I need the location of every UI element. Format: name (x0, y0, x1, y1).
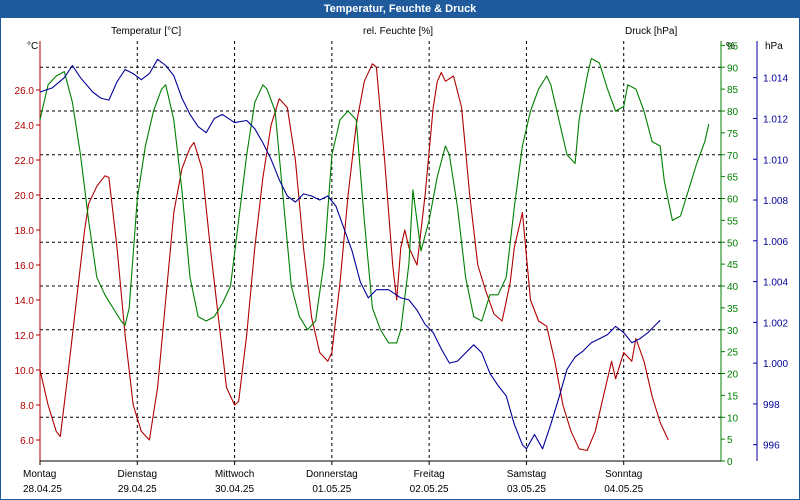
pressure-tick-label: 1.010 (763, 155, 788, 166)
series-line-humidity (39, 57, 710, 344)
humidity-tick-label: 95 (727, 41, 739, 52)
humidity-tick-label: 50 (727, 238, 739, 249)
humidity-tick-label: 40 (727, 282, 739, 293)
temperature-tick-label: 26.0 (15, 86, 35, 97)
temperature-tick-label: 20.0 (15, 191, 35, 202)
pressure-tick-label: 1.000 (763, 359, 788, 370)
temperature-tick-label: 12.0 (15, 331, 35, 342)
humidity-tick-label: 70 (727, 151, 739, 162)
pressure-axis-unit: hPa (765, 41, 783, 52)
legend-temperature: Temperatur [°C] (111, 26, 182, 37)
temperature-tick-label: 22.0 (15, 156, 35, 167)
x-tick-label-weekday: Mittwoch (215, 469, 254, 480)
pressure-tick-label: 996 (763, 441, 780, 452)
x-tick-label-date: 29.04.25 (118, 484, 157, 495)
humidity-tick-label: 35 (727, 304, 739, 315)
x-tick-label-weekday: Sonntag (605, 469, 642, 480)
temperature-axis-unit: °C (27, 41, 39, 52)
x-tick-label-weekday: Samstag (507, 469, 546, 480)
x-tick-label-date: 03.05.25 (507, 484, 546, 495)
humidity-tick-label: 10 (727, 413, 739, 424)
window-title: Temperatur, Feuchte & Druck (1, 1, 799, 18)
humidity-tick-label: 5 (727, 435, 733, 446)
temperature-tick-label: 16.0 (15, 261, 35, 272)
pressure-tick-label: 998 (763, 400, 780, 411)
humidity-tick-label: 45 (727, 260, 739, 271)
legend-pressure: Druck [hPa] (625, 26, 678, 37)
x-tick-label-weekday: Montag (23, 469, 56, 480)
humidity-tick-label: 25 (727, 348, 739, 359)
humidity-tick-label: 85 (727, 85, 739, 96)
pressure-tick-label: 1.008 (763, 196, 788, 207)
series-line-temperature (39, 63, 669, 452)
x-tick-label-date: 02.05.25 (410, 484, 449, 495)
x-tick-label-date: 28.04.25 (23, 484, 62, 495)
humidity-tick-label: 80 (727, 107, 739, 118)
humidity-tick-label: 30 (727, 326, 739, 337)
x-tick-label-weekday: Freitag (414, 469, 445, 480)
temperature-tick-label: 18.0 (15, 226, 35, 237)
pressure-tick-label: 1.002 (763, 318, 788, 329)
pressure-tick-label: 1.014 (763, 74, 788, 85)
temperature-tick-label: 10.0 (15, 366, 35, 377)
temperature-tick-label: 14.0 (15, 296, 35, 307)
x-tick-label-weekday: Donnerstag (306, 469, 358, 480)
humidity-tick-label: 20 (727, 370, 739, 381)
humidity-tick-label: 0 (727, 457, 733, 468)
humidity-tick-label: 90 (727, 63, 739, 74)
x-tick-label-date: 01.05.25 (312, 484, 351, 495)
series-line-pressure (39, 58, 661, 450)
x-tick-label-date: 04.05.25 (604, 484, 643, 495)
humidity-tick-label: 75 (727, 129, 739, 140)
temperature-tick-label: 24.0 (15, 121, 35, 132)
pressure-tick-label: 1.012 (763, 114, 788, 125)
legend-humidity: rel. Feuchte [%] (363, 26, 434, 37)
pressure-tick-label: 1.004 (763, 278, 788, 289)
pressure-tick-label: 1.006 (763, 237, 788, 248)
temperature-tick-label: 6.0 (20, 436, 34, 447)
x-tick-label-date: 30.04.25 (215, 484, 254, 495)
humidity-axis-unit: % (726, 41, 735, 52)
humidity-tick-label: 65 (727, 173, 739, 184)
x-tick-label-weekday: Dienstag (118, 469, 157, 480)
humidity-tick-label: 55 (727, 216, 739, 227)
humidity-tick-label: 60 (727, 195, 739, 206)
temperature-tick-label: 8.0 (20, 401, 34, 412)
humidity-tick-label: 15 (727, 391, 739, 402)
